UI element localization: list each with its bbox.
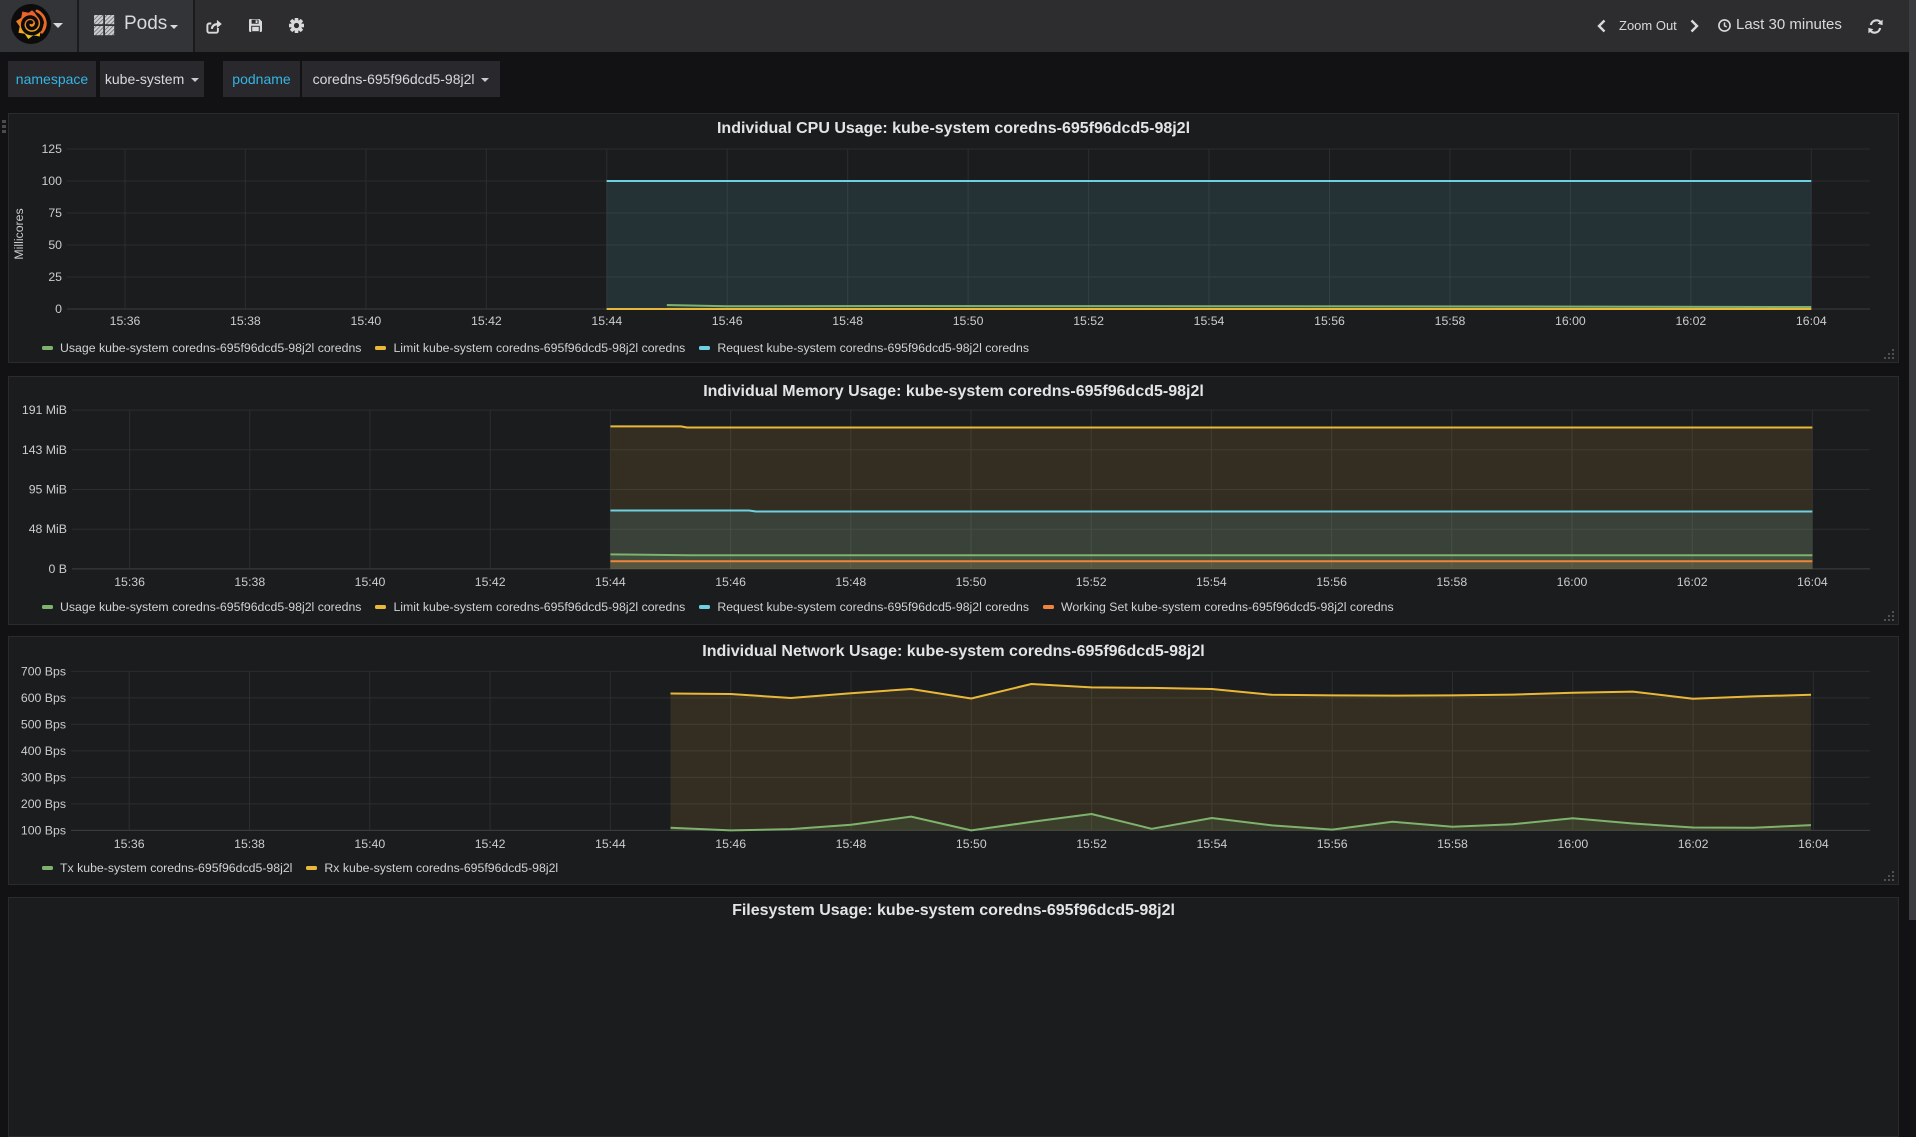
- svg-text:15:36: 15:36: [110, 314, 141, 328]
- svg-text:15:38: 15:38: [234, 575, 265, 589]
- svg-text:15:50: 15:50: [956, 837, 987, 851]
- svg-text:15:52: 15:52: [1073, 314, 1104, 328]
- svg-text:15:44: 15:44: [595, 575, 626, 589]
- svg-text:15:40: 15:40: [355, 575, 386, 589]
- svg-text:50: 50: [48, 238, 62, 252]
- svg-text:15:54: 15:54: [1194, 314, 1225, 328]
- svg-text:15:42: 15:42: [475, 837, 506, 851]
- svg-text:Millicores: Millicores: [12, 208, 26, 259]
- svg-text:300 Bps: 300 Bps: [21, 770, 66, 784]
- svg-text:15:42: 15:42: [475, 575, 506, 589]
- svg-text:15:54: 15:54: [1197, 837, 1228, 851]
- svg-text:75: 75: [48, 206, 62, 220]
- svg-text:15:50: 15:50: [953, 314, 984, 328]
- svg-text:400 Bps: 400 Bps: [21, 744, 66, 758]
- svg-text:16:02: 16:02: [1678, 837, 1709, 851]
- svg-text:15:40: 15:40: [351, 314, 382, 328]
- svg-text:143 MiB: 143 MiB: [22, 443, 67, 457]
- svg-text:15:46: 15:46: [715, 575, 746, 589]
- svg-text:25: 25: [48, 270, 62, 284]
- svg-text:15:48: 15:48: [836, 837, 867, 851]
- svg-text:15:58: 15:58: [1435, 314, 1466, 328]
- svg-text:15:40: 15:40: [354, 837, 385, 851]
- svg-text:16:00: 16:00: [1555, 314, 1586, 328]
- svg-text:15:52: 15:52: [1076, 837, 1107, 851]
- svg-text:16:00: 16:00: [1557, 837, 1588, 851]
- svg-text:15:48: 15:48: [832, 314, 863, 328]
- svg-text:100: 100: [41, 174, 62, 188]
- svg-text:200 Bps: 200 Bps: [21, 797, 66, 811]
- svg-text:95 MiB: 95 MiB: [29, 483, 67, 497]
- svg-text:15:36: 15:36: [114, 837, 145, 851]
- svg-text:500 Bps: 500 Bps: [21, 717, 66, 731]
- svg-text:15:44: 15:44: [591, 314, 622, 328]
- svg-text:15:54: 15:54: [1196, 575, 1227, 589]
- svg-text:15:56: 15:56: [1317, 837, 1348, 851]
- svg-text:15:42: 15:42: [471, 314, 502, 328]
- svg-text:125: 125: [41, 142, 62, 156]
- svg-text:100 Bps: 100 Bps: [21, 823, 66, 837]
- svg-text:15:46: 15:46: [712, 314, 743, 328]
- svg-text:191 MiB: 191 MiB: [22, 403, 67, 417]
- svg-text:15:44: 15:44: [595, 837, 626, 851]
- svg-text:15:38: 15:38: [234, 837, 265, 851]
- svg-text:15:58: 15:58: [1437, 837, 1468, 851]
- svg-text:0: 0: [55, 302, 62, 316]
- svg-text:16:00: 16:00: [1557, 575, 1588, 589]
- svg-text:0 B: 0 B: [49, 562, 67, 576]
- svg-text:15:48: 15:48: [835, 575, 866, 589]
- svg-text:15:46: 15:46: [715, 837, 746, 851]
- svg-text:15:50: 15:50: [956, 575, 987, 589]
- svg-text:600 Bps: 600 Bps: [21, 691, 66, 705]
- svg-text:16:02: 16:02: [1677, 575, 1708, 589]
- svg-text:16:04: 16:04: [1798, 837, 1829, 851]
- svg-text:700 Bps: 700 Bps: [21, 664, 66, 678]
- svg-text:16:04: 16:04: [1797, 575, 1828, 589]
- svg-text:15:56: 15:56: [1314, 314, 1345, 328]
- svg-text:16:02: 16:02: [1676, 314, 1707, 328]
- svg-text:15:36: 15:36: [114, 575, 145, 589]
- svg-text:15:58: 15:58: [1436, 575, 1467, 589]
- svg-text:48 MiB: 48 MiB: [29, 522, 67, 536]
- svg-text:15:52: 15:52: [1076, 575, 1107, 589]
- svg-text:16:04: 16:04: [1796, 314, 1827, 328]
- svg-text:15:56: 15:56: [1316, 575, 1347, 589]
- svg-text:15:38: 15:38: [230, 314, 261, 328]
